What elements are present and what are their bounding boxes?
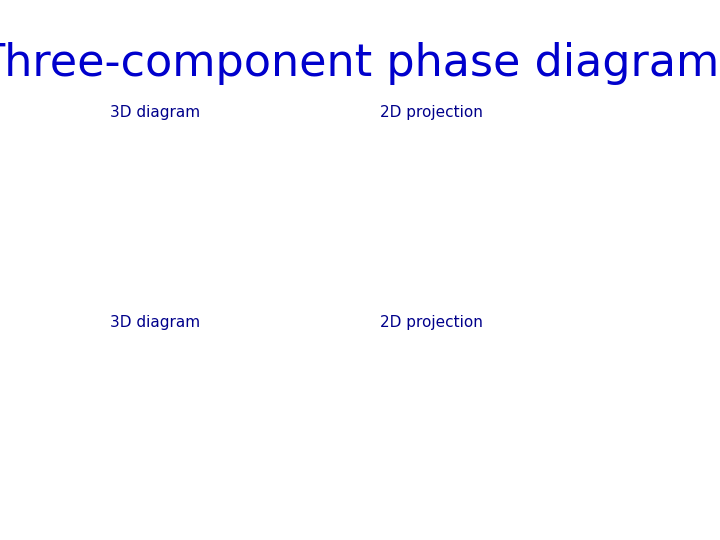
Text: Three-component phase diagrams: Three-component phase diagrams: [0, 42, 720, 85]
Text: 2D projection: 2D projection: [380, 315, 483, 330]
Text: 3D diagram: 3D diagram: [110, 315, 200, 330]
Text: 2D projection: 2D projection: [380, 105, 483, 120]
Text: 3D diagram: 3D diagram: [110, 105, 200, 120]
